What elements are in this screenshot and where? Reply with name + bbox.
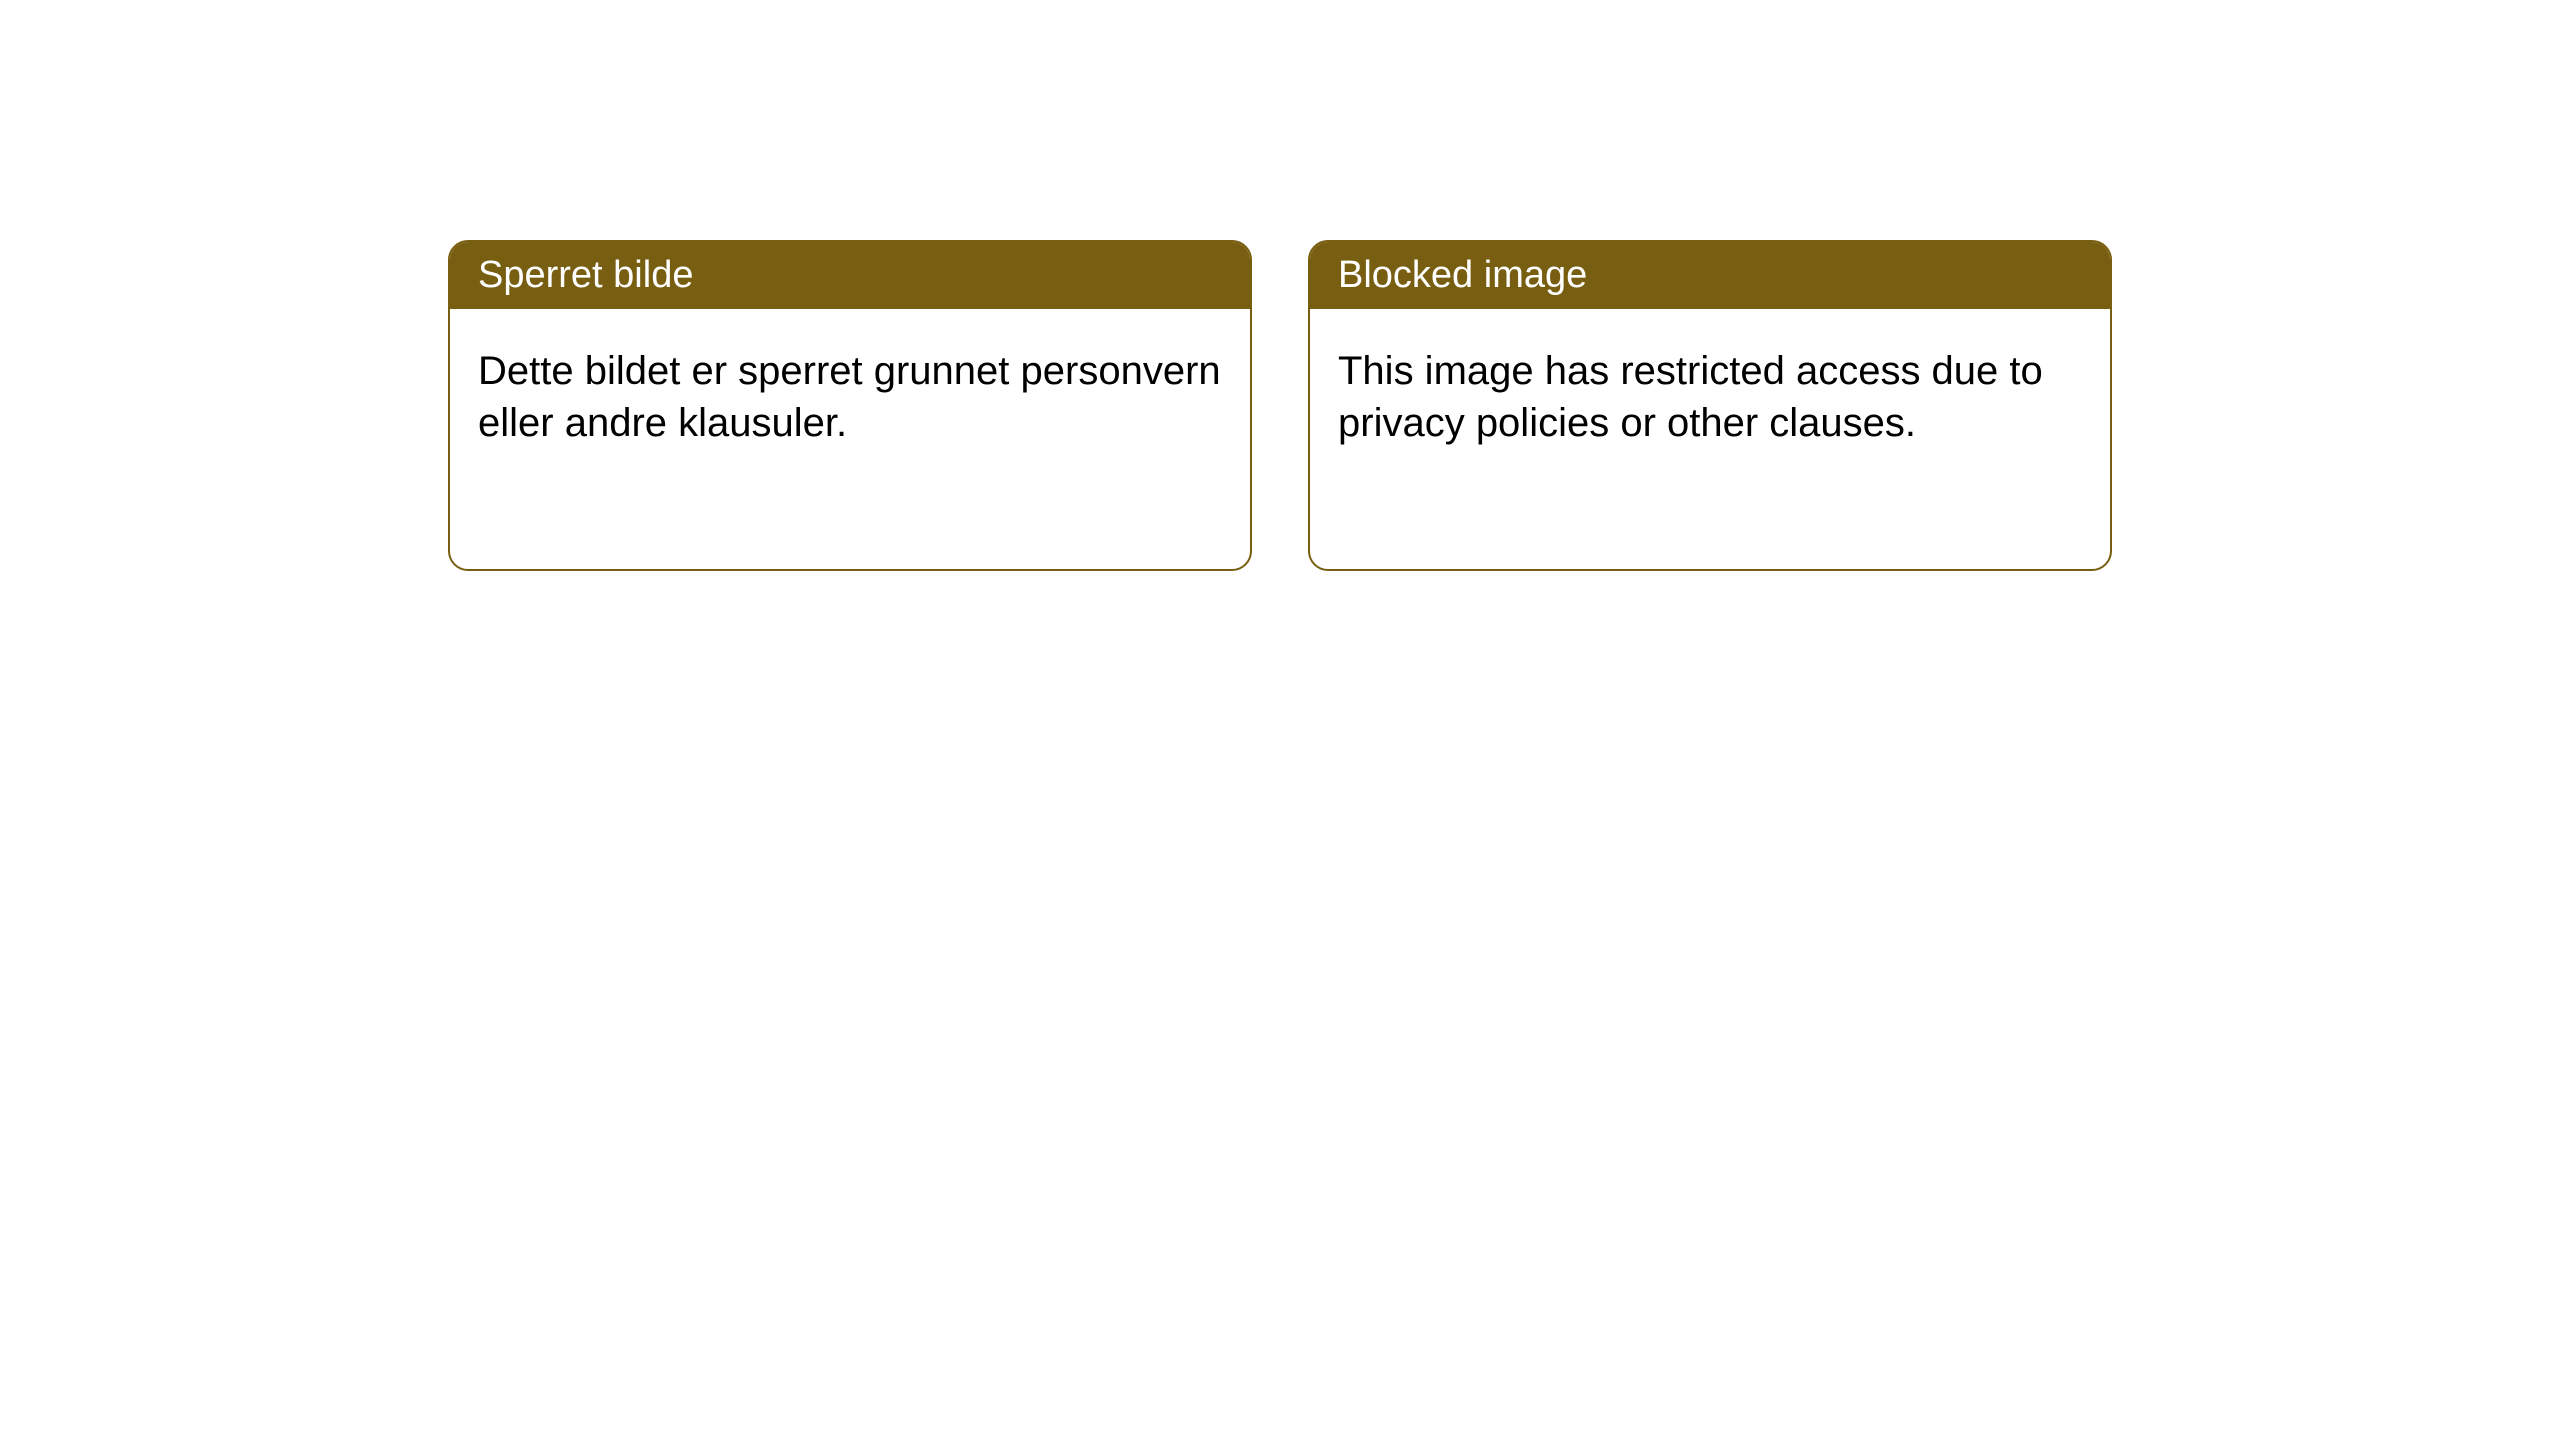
notice-title: Sperret bilde	[450, 242, 1250, 309]
notice-body: This image has restricted access due to …	[1310, 309, 2110, 569]
notice-card-english: Blocked image This image has restricted …	[1308, 240, 2112, 571]
notice-container: Sperret bilde Dette bildet er sperret gr…	[448, 240, 2112, 571]
notice-card-norwegian: Sperret bilde Dette bildet er sperret gr…	[448, 240, 1252, 571]
notice-body: Dette bildet er sperret grunnet personve…	[450, 309, 1250, 569]
notice-title: Blocked image	[1310, 242, 2110, 309]
